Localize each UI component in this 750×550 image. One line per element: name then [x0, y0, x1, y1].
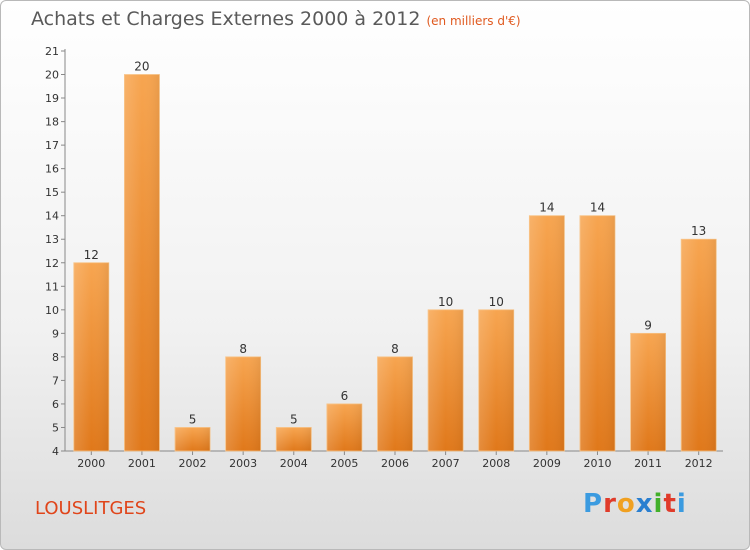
bar-shine-2003 — [225, 356, 261, 451]
logo-letter: i — [653, 489, 664, 519]
value-label-2001: 20 — [134, 60, 149, 74]
value-label-2000: 12 — [84, 248, 99, 262]
bar-shine-2006 — [377, 356, 413, 451]
chart-title-text: Achats et Charges Externes 2000 à 2012 — [31, 8, 421, 30]
logo-letter: x — [635, 489, 654, 519]
value-label-2007: 10 — [438, 295, 453, 309]
y-tick-label: 5 — [52, 421, 59, 434]
x-tick-label-2009: 2009 — [533, 457, 561, 470]
value-label-2002: 5 — [189, 412, 197, 426]
x-tick-label-2008: 2008 — [482, 457, 510, 470]
value-label-2003: 8 — [239, 342, 247, 356]
commune-name: LOUSLITGES — [35, 498, 147, 519]
y-tick-label: 17 — [45, 139, 59, 152]
bar-shine-2009 — [529, 215, 565, 451]
x-tick-label-2004: 2004 — [280, 457, 308, 470]
x-tick-label-2000: 2000 — [77, 457, 105, 470]
x-tick-label-2001: 2001 — [128, 457, 156, 470]
y-tick-label: 8 — [52, 351, 59, 364]
x-tick-label-2010: 2010 — [583, 457, 611, 470]
chart-unit-label: (en milliers d'€) — [426, 14, 521, 28]
bar-shine-2000 — [73, 262, 109, 451]
chart-title: Achats et Charges Externes 2000 à 2012 (e… — [31, 8, 521, 30]
y-tick-label: 16 — [45, 163, 59, 176]
logo-letter: r — [603, 489, 617, 519]
bar-shine-2002 — [175, 427, 211, 451]
bar-shine-2011 — [630, 333, 666, 451]
value-label-2006: 8 — [391, 342, 399, 356]
bar-shine-2007 — [428, 309, 464, 451]
x-tick-label-2006: 2006 — [381, 457, 409, 470]
y-tick-label: 14 — [45, 210, 59, 223]
y-tick-label: 9 — [52, 327, 59, 340]
y-tick-label: 11 — [45, 280, 59, 293]
logo-letter: t — [663, 489, 677, 519]
y-tick-label: 15 — [45, 186, 59, 199]
x-tick-label-2011: 2011 — [634, 457, 662, 470]
x-tick-label-2005: 2005 — [330, 457, 358, 470]
bar-shine-2001 — [124, 74, 160, 451]
y-tick-label: 12 — [45, 257, 59, 270]
value-label-2010: 14 — [590, 201, 605, 215]
y-tick-label: 20 — [45, 69, 59, 82]
x-tick-label-2007: 2007 — [432, 457, 460, 470]
value-label-2009: 14 — [539, 201, 554, 215]
bar-shine-2004 — [276, 427, 312, 451]
bar-shine-2005 — [326, 403, 362, 451]
value-labels: 12 2000 20 2001 5 2002 8 2003 5 2004 6 2005 8 2006 10 2… — [77, 60, 712, 470]
y-tick-label: 10 — [45, 304, 59, 317]
y-tick-label: 7 — [52, 374, 59, 387]
value-label-2004: 5 — [290, 412, 298, 426]
y-tick-label: 18 — [45, 116, 59, 129]
bar-shine-2010 — [579, 215, 615, 451]
bar-shine-2008 — [478, 309, 514, 451]
proxiti-logo: Proxiti — [583, 489, 687, 519]
value-label-2012: 13 — [691, 224, 706, 238]
y-tick-label: 6 — [52, 398, 59, 411]
bars — [73, 74, 717, 452]
y-tick-label: 19 — [45, 92, 59, 105]
x-tick-label-2003: 2003 — [229, 457, 257, 470]
x-tick-label-2002: 2002 — [179, 457, 207, 470]
bar-shine-2012 — [681, 239, 717, 451]
value-label-2005: 6 — [341, 389, 349, 403]
value-label-2008: 10 — [489, 295, 504, 309]
y-tick-label: 13 — [45, 233, 59, 246]
value-label-2011: 9 — [644, 318, 652, 332]
logo-letter: o — [616, 489, 636, 519]
logo-letter: i — [676, 489, 687, 519]
logo-letter: P — [583, 489, 604, 519]
x-tick-label-2012: 2012 — [685, 457, 713, 470]
y-tick-label: 4 — [52, 445, 59, 458]
y-tick-label: 21 — [45, 45, 59, 58]
